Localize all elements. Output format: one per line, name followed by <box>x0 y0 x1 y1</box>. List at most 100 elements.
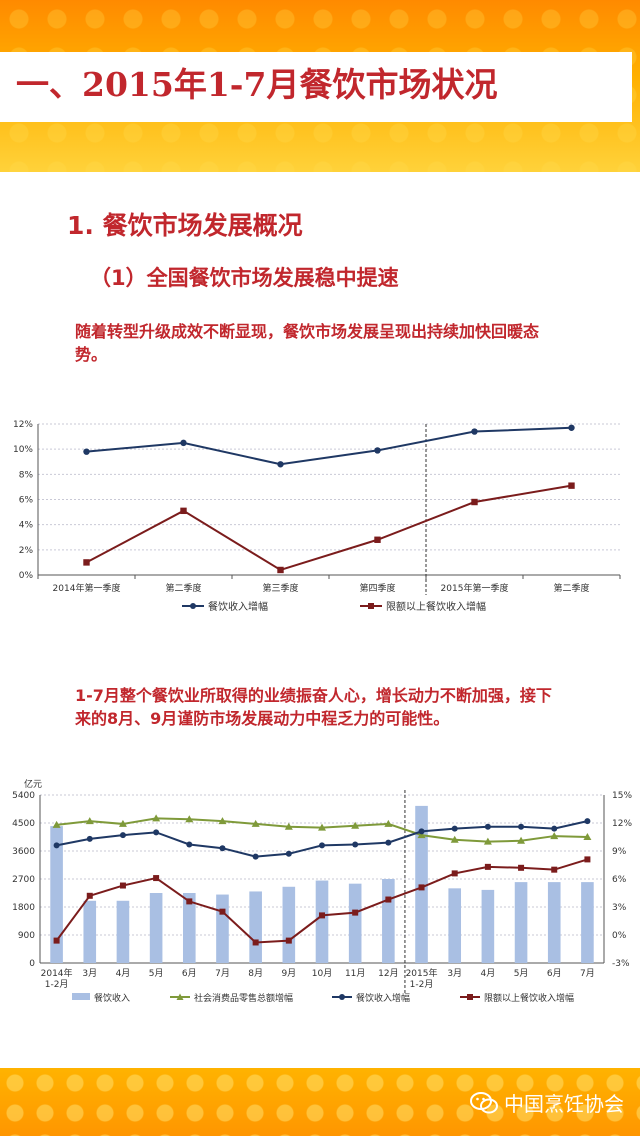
data-point <box>86 835 93 842</box>
page-title: 一、2015年1-7月餐饮市场状况 <box>16 65 498 104</box>
y-tick-label: 2% <box>19 546 34 556</box>
y-left-tick-label: 2700 <box>12 875 35 885</box>
x-tick-label: 第二季度 <box>553 582 589 594</box>
x-tick-label: 5月 <box>149 968 164 979</box>
x-tick-label: 第四季度 <box>359 582 395 594</box>
y-left-tick-label: 3600 <box>12 847 35 857</box>
x-tick-label: 12月 <box>378 968 398 979</box>
paragraph-recovery: 随着转型升级成效不断显现，餐饮市场发展呈现出持续加快回暖态势。 <box>75 322 540 364</box>
bar <box>514 882 528 963</box>
data-point <box>517 836 526 844</box>
banner-dot-pattern <box>0 1068 640 1136</box>
x-tick-label: 第二季度 <box>165 582 201 594</box>
x-tick-label: 第三季度 <box>262 582 298 594</box>
wechat-icon <box>470 1091 498 1113</box>
x-tick-label: 5月 <box>514 968 529 979</box>
bar <box>348 883 362 963</box>
y-axis-unit-label: 亿元 <box>24 778 42 790</box>
data-point <box>583 833 592 840</box>
y-tick-label: 8% <box>19 470 34 480</box>
data-point <box>374 447 381 454</box>
x-tick-label: 10月 <box>312 968 332 979</box>
data-point <box>417 831 426 839</box>
data-point <box>471 498 478 506</box>
legend-label: 餐饮收入增幅 <box>208 600 268 613</box>
data-point <box>53 842 60 849</box>
data-point <box>219 908 226 915</box>
data-point <box>319 842 325 849</box>
legend-label: 餐饮收入 <box>94 992 130 1004</box>
data-point <box>352 841 359 848</box>
data-point <box>118 819 127 827</box>
data-point <box>52 820 61 828</box>
bar <box>149 893 163 963</box>
data-point <box>218 817 227 825</box>
y-tick-label: 4% <box>19 521 34 531</box>
y-tick-label: 12% <box>13 420 33 430</box>
data-point <box>83 559 90 566</box>
data-point <box>180 507 187 515</box>
x-tick-label: 1-2月 <box>45 979 69 990</box>
data-point <box>471 428 478 435</box>
data-point <box>319 912 325 919</box>
data-point <box>86 892 93 899</box>
x-tick-label: 4月 <box>481 968 496 979</box>
y-right-tick-label: 6% <box>612 875 627 885</box>
x-tick-label: 2014年第一季度 <box>53 582 121 594</box>
x-tick-label: 7月 <box>580 968 595 979</box>
data-point <box>418 828 425 835</box>
x-tick-label: 3月 <box>447 968 462 979</box>
watermark: 中国烹饪协会 <box>470 1088 624 1117</box>
data-point <box>252 939 259 946</box>
legend-marker <box>368 603 374 609</box>
legend-marker <box>467 994 473 1000</box>
y-left-tick-label: 1800 <box>12 903 35 913</box>
y-right-tick-label: 9% <box>612 847 627 857</box>
paragraph-outlook: 1-7月整个餐饮业所取得的业绩振奋人心，增长动力不断加强，接下来的8月、9月谨防… <box>75 686 552 728</box>
series-line <box>86 484 572 572</box>
data-point <box>153 875 160 882</box>
data-point <box>186 898 193 905</box>
x-tick-label: 1-2月 <box>410 979 434 990</box>
data-point <box>152 814 161 822</box>
data-point <box>285 937 292 944</box>
data-point <box>351 821 360 829</box>
data-point <box>185 815 194 823</box>
data-point <box>385 896 392 903</box>
y-right-tick-label: 15% <box>612 791 632 801</box>
data-point <box>384 819 393 827</box>
data-point <box>451 825 458 832</box>
bar <box>282 886 296 963</box>
data-point <box>374 536 381 543</box>
bar <box>83 900 97 963</box>
legend-label: 限额以上餐饮收入增幅 <box>386 600 486 613</box>
y-tick-label: 0% <box>19 571 34 581</box>
watermark-text: 中国烹饪协会 <box>504 1092 624 1116</box>
x-tick-label: 9月 <box>281 968 296 979</box>
x-tick-label: 6月 <box>182 968 197 979</box>
x-tick-label: 2015年 <box>406 967 438 979</box>
legend-label: 餐饮收入增幅 <box>356 992 410 1004</box>
x-tick-label: 2015年第一季度 <box>441 582 509 594</box>
data-point <box>568 482 575 489</box>
y-right-tick-label: 0% <box>612 931 627 941</box>
bar <box>182 893 196 963</box>
data-point <box>568 424 575 431</box>
bar <box>547 882 561 963</box>
data-point <box>153 829 160 836</box>
y-right-tick-label: 3% <box>612 903 627 913</box>
data-point <box>252 853 259 860</box>
y-right-tick-label: -3% <box>612 959 630 969</box>
section-subheading: （1）全国餐饮市场发展稳中提速 <box>90 266 399 290</box>
bottom-banner <box>0 1068 640 1136</box>
legend-label: 社会消费品零售总额增幅 <box>194 992 293 1004</box>
data-point <box>518 823 525 830</box>
x-tick-label: 2014年 <box>41 967 73 979</box>
title-bar <box>0 52 632 122</box>
y-left-tick-label: 900 <box>18 931 35 941</box>
y-left-tick-label: 5400 <box>12 791 35 801</box>
data-point <box>186 841 193 848</box>
bar <box>448 888 462 963</box>
bar <box>382 879 395 963</box>
legend-swatch <box>72 993 90 1000</box>
